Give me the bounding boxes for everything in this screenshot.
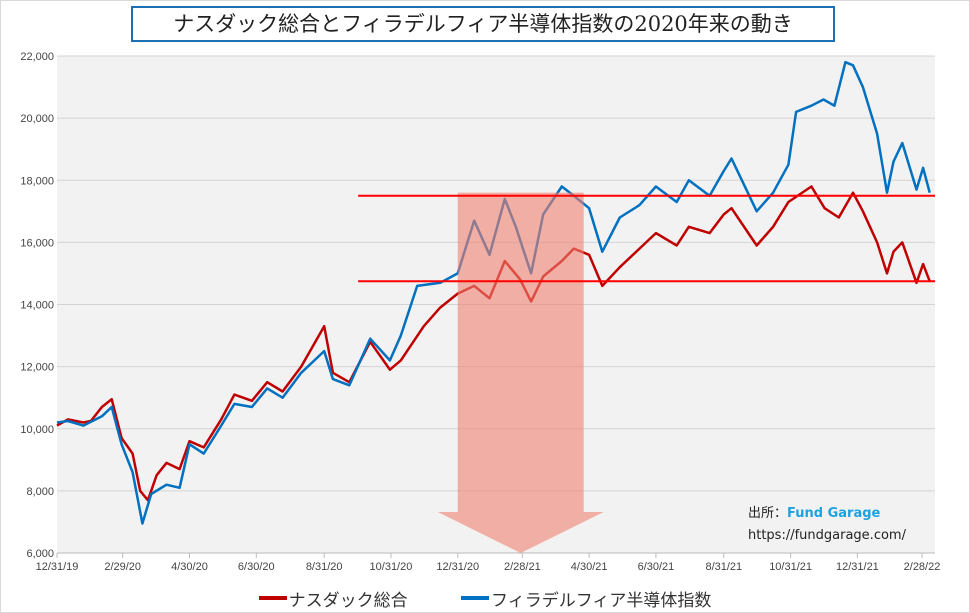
x-tick-label: 8/31/20	[306, 561, 343, 573]
chart-title: ナスダック総合とフィラデルフィア半導体指数の2020年来の動き	[131, 6, 835, 42]
legend-swatch-sox	[461, 596, 490, 600]
x-tick-label: 12/31/19	[36, 561, 79, 573]
y-tick-label: 10,000	[20, 424, 54, 436]
source-url[interactable]: https://fundgarage.com/	[748, 528, 906, 543]
y-tick-label: 22,000	[20, 51, 54, 63]
x-tick-label: 12/31/20	[436, 561, 479, 573]
x-tick-label: 4/30/20	[171, 561, 208, 573]
x-tick-label: 6/30/20	[238, 561, 275, 573]
x-tick-label: 4/30/21	[571, 561, 608, 573]
x-tick-label: 2/28/21	[504, 561, 541, 573]
legend-item-nasdaq: ナスダック総合	[258, 586, 408, 611]
y-tick-label: 16,000	[20, 237, 54, 249]
source-brand: Fund Garage	[787, 506, 881, 521]
source-note: 出所：Fund Garage https://fundgarage.com/	[748, 502, 906, 550]
legend: ナスダック総合 フィラデルフィア半導体指数	[0, 585, 970, 611]
down-arrow-annotation	[437, 192, 604, 554]
y-tick-label: 12,000	[20, 362, 54, 374]
y-tick-label: 6,000	[26, 548, 54, 560]
legend-label-nasdaq: ナスダック総合	[288, 590, 408, 611]
legend-label-sox: フィラデルフィア半導体指数	[491, 590, 712, 611]
x-tick-label: 12/31/21	[836, 561, 879, 573]
x-tick-label: 6/30/21	[638, 561, 675, 573]
x-tick-label: 10/31/21	[769, 561, 812, 573]
y-tick-label: 8,000	[26, 486, 54, 498]
y-tick-label: 20,000	[20, 113, 54, 125]
y-tick-label: 18,000	[20, 175, 54, 187]
legend-swatch-nasdaq	[258, 596, 287, 600]
y-tick-label: 14,000	[20, 300, 54, 312]
source-label: 出所：	[748, 506, 788, 521]
x-tick-label: 2/28/22	[904, 561, 941, 573]
legend-item-sox: フィラデルフィア半導体指数	[461, 586, 711, 611]
x-tick-label: 8/31/21	[705, 561, 742, 573]
x-tick-label: 10/31/20	[370, 561, 413, 573]
x-tick-label: 2/29/20	[104, 561, 141, 573]
